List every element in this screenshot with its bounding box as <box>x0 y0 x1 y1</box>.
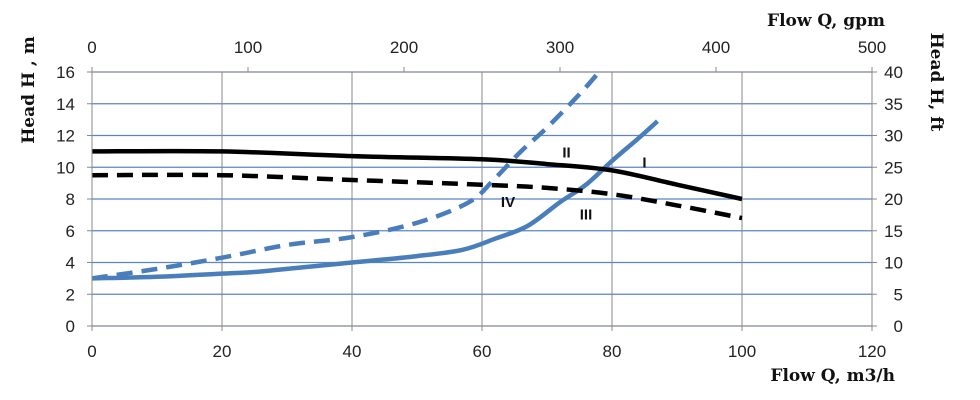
curve-label: I <box>642 154 646 171</box>
y-axis-title-right: Head H, ft <box>926 33 946 132</box>
curve-label: II <box>562 145 570 162</box>
grid <box>91 71 873 327</box>
y2-tick-label: 30 <box>884 127 903 146</box>
y-tick-label: 0 <box>66 317 75 336</box>
x2-tick-label: 300 <box>546 38 574 57</box>
x-axis-title-bottom: Flow Q, m3/h <box>770 366 895 386</box>
x2-tick-label: 0 <box>87 38 96 57</box>
series-group <box>91 70 743 281</box>
x-tick-label: 0 <box>87 342 96 361</box>
y2-tick-label: 5 <box>894 285 903 304</box>
y2-tick-label: 0 <box>894 317 903 336</box>
series-line-3 <box>91 172 743 221</box>
x2-tick-label: 400 <box>702 38 730 57</box>
y2-tick-label: 20 <box>884 190 903 209</box>
y2-tick-label: 40 <box>884 63 903 82</box>
y-tick-label: 10 <box>56 158 75 177</box>
x-tick-label: 80 <box>603 342 622 361</box>
x2-tick-label: 200 <box>390 38 418 57</box>
y2-tick-label: 25 <box>884 158 903 177</box>
x-tick-label: 20 <box>213 342 232 361</box>
y-tick-label: 8 <box>66 190 75 209</box>
y2-tick-label: 10 <box>884 254 903 273</box>
y2-tick-label: 35 <box>884 95 903 114</box>
curve-label: III <box>580 207 593 224</box>
x-tick-label: 100 <box>728 342 756 361</box>
x-tick-label: 40 <box>343 342 362 361</box>
y-tick-label: 12 <box>56 127 75 146</box>
axes <box>87 67 877 331</box>
x-tick-label: 120 <box>858 342 886 361</box>
y-tick-label: 2 <box>66 285 75 304</box>
y-tick-label: 4 <box>66 254 75 273</box>
x-axis-title-top: Flow Q, gpm <box>767 11 885 31</box>
y-tick-label: 14 <box>56 95 75 114</box>
y2-tick-label: 15 <box>884 222 903 241</box>
y-axis-title-left: Head H , m <box>19 36 39 144</box>
x-tick-label: 60 <box>473 342 492 361</box>
series-line-4 <box>91 148 743 202</box>
series-line-1 <box>91 119 660 281</box>
curve-label: IV <box>501 194 515 211</box>
x2-tick-label: 100 <box>234 38 262 57</box>
y-tick-label: 6 <box>66 222 75 241</box>
y-tick-label: 16 <box>56 63 75 82</box>
x2-tick-label: 500 <box>858 38 886 57</box>
